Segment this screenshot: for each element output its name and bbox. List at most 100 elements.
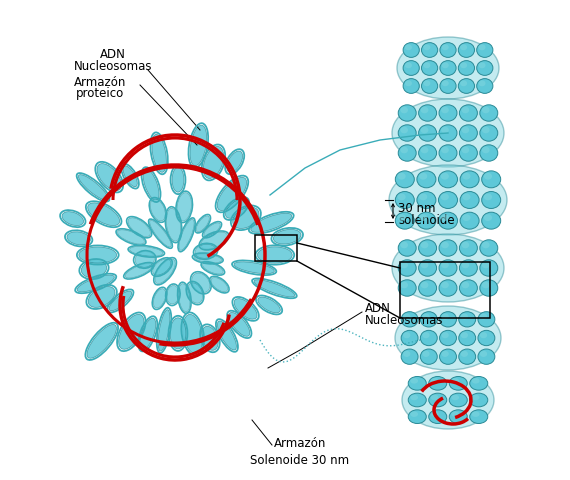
- Ellipse shape: [459, 280, 478, 296]
- Ellipse shape: [400, 262, 408, 268]
- Ellipse shape: [439, 125, 457, 141]
- Ellipse shape: [484, 173, 492, 180]
- Ellipse shape: [470, 410, 488, 423]
- Ellipse shape: [79, 175, 108, 200]
- Ellipse shape: [479, 44, 486, 50]
- Bar: [255, 235, 297, 261]
- Ellipse shape: [419, 214, 428, 221]
- Ellipse shape: [462, 282, 469, 288]
- Ellipse shape: [82, 261, 107, 277]
- Ellipse shape: [458, 43, 474, 58]
- Ellipse shape: [460, 171, 479, 188]
- Ellipse shape: [442, 62, 449, 68]
- Ellipse shape: [87, 324, 116, 358]
- Ellipse shape: [461, 332, 468, 338]
- Ellipse shape: [484, 193, 492, 200]
- Ellipse shape: [418, 280, 437, 296]
- Ellipse shape: [439, 349, 457, 364]
- Ellipse shape: [403, 43, 420, 58]
- Ellipse shape: [410, 411, 418, 417]
- Ellipse shape: [484, 214, 492, 221]
- Ellipse shape: [477, 60, 493, 75]
- Ellipse shape: [398, 105, 416, 121]
- Ellipse shape: [472, 378, 479, 384]
- Ellipse shape: [398, 125, 416, 141]
- Ellipse shape: [480, 332, 487, 338]
- Ellipse shape: [440, 43, 456, 58]
- Ellipse shape: [274, 229, 301, 244]
- Ellipse shape: [438, 192, 458, 208]
- Ellipse shape: [190, 125, 207, 166]
- Ellipse shape: [405, 62, 412, 68]
- Ellipse shape: [125, 264, 153, 278]
- Ellipse shape: [400, 282, 408, 288]
- Ellipse shape: [462, 127, 469, 133]
- Text: ADN: ADN: [365, 301, 391, 314]
- Ellipse shape: [460, 192, 479, 208]
- Ellipse shape: [429, 410, 447, 423]
- Ellipse shape: [179, 219, 194, 250]
- Ellipse shape: [170, 318, 186, 349]
- Ellipse shape: [140, 318, 156, 349]
- Text: solenoide: solenoide: [398, 214, 455, 227]
- Ellipse shape: [482, 242, 490, 248]
- Ellipse shape: [421, 242, 429, 248]
- Ellipse shape: [203, 146, 223, 179]
- Ellipse shape: [405, 80, 412, 86]
- Ellipse shape: [62, 212, 84, 226]
- Ellipse shape: [470, 393, 488, 407]
- Ellipse shape: [153, 259, 171, 275]
- Ellipse shape: [401, 312, 418, 327]
- Ellipse shape: [462, 242, 469, 248]
- Ellipse shape: [429, 376, 447, 390]
- Ellipse shape: [424, 44, 430, 50]
- Ellipse shape: [398, 240, 416, 256]
- Text: Nucleosomas: Nucleosomas: [365, 313, 443, 326]
- Ellipse shape: [150, 199, 165, 221]
- Ellipse shape: [459, 105, 478, 121]
- Ellipse shape: [405, 44, 412, 50]
- Ellipse shape: [429, 393, 447, 407]
- Ellipse shape: [128, 218, 150, 237]
- Ellipse shape: [403, 332, 410, 338]
- Ellipse shape: [418, 240, 437, 256]
- Ellipse shape: [462, 262, 469, 268]
- Ellipse shape: [229, 312, 250, 336]
- Ellipse shape: [217, 321, 237, 350]
- Ellipse shape: [188, 283, 203, 303]
- Ellipse shape: [439, 330, 457, 346]
- Ellipse shape: [392, 234, 504, 302]
- Ellipse shape: [442, 351, 449, 357]
- Ellipse shape: [442, 44, 449, 50]
- Ellipse shape: [396, 192, 414, 208]
- Ellipse shape: [422, 351, 430, 357]
- Ellipse shape: [403, 313, 410, 320]
- Ellipse shape: [480, 351, 487, 357]
- Ellipse shape: [477, 43, 493, 58]
- Ellipse shape: [397, 173, 406, 180]
- Ellipse shape: [401, 330, 418, 346]
- Ellipse shape: [461, 313, 468, 320]
- Ellipse shape: [158, 310, 170, 351]
- Bar: [400, 262, 490, 318]
- Ellipse shape: [438, 212, 458, 229]
- Ellipse shape: [421, 147, 429, 153]
- Ellipse shape: [417, 171, 436, 188]
- Ellipse shape: [400, 107, 408, 113]
- Ellipse shape: [192, 273, 210, 292]
- Ellipse shape: [88, 203, 120, 226]
- Ellipse shape: [472, 395, 479, 400]
- Ellipse shape: [441, 193, 449, 200]
- Ellipse shape: [482, 192, 500, 208]
- Ellipse shape: [441, 107, 449, 113]
- Ellipse shape: [440, 79, 456, 94]
- Ellipse shape: [462, 193, 470, 200]
- Ellipse shape: [451, 378, 459, 384]
- Ellipse shape: [482, 147, 490, 153]
- Ellipse shape: [397, 193, 406, 200]
- Ellipse shape: [226, 199, 247, 218]
- Ellipse shape: [478, 330, 495, 346]
- Ellipse shape: [431, 378, 438, 384]
- Ellipse shape: [410, 395, 418, 400]
- Ellipse shape: [458, 60, 474, 75]
